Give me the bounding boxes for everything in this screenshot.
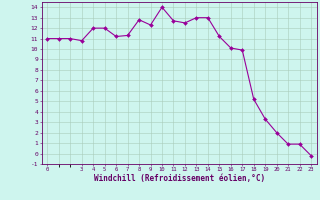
X-axis label: Windchill (Refroidissement éolien,°C): Windchill (Refroidissement éolien,°C): [94, 174, 265, 183]
